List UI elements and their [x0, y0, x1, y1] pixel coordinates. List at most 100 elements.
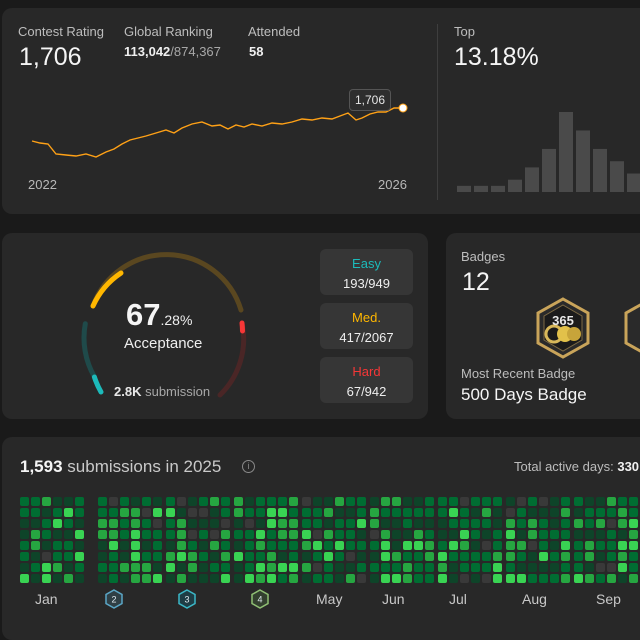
- heatmap-cell[interactable]: [245, 574, 254, 583]
- heatmap-cell[interactable]: [506, 541, 515, 550]
- rating-line-chart[interactable]: [22, 88, 412, 188]
- heatmap-cell[interactable]: [403, 508, 412, 517]
- heatmap-cell[interactable]: [256, 530, 265, 539]
- info-icon[interactable]: i: [242, 460, 255, 473]
- heatmap-cell[interactable]: [278, 574, 287, 583]
- heatmap-cell[interactable]: [561, 552, 570, 561]
- heatmap-cell[interactable]: [289, 530, 298, 539]
- heatmap-cell[interactable]: [482, 530, 491, 539]
- heatmap-cell[interactable]: [574, 563, 583, 572]
- heatmap-cell[interactable]: [574, 530, 583, 539]
- heatmap-cell[interactable]: [267, 563, 276, 572]
- heatmap-cell[interactable]: [64, 552, 73, 561]
- heatmap-cell[interactable]: [221, 508, 230, 517]
- heatmap-cell[interactable]: [109, 530, 118, 539]
- heatmap-cell[interactable]: [561, 541, 570, 550]
- heatmap-cell[interactable]: [98, 519, 107, 528]
- heatmap-cell[interactable]: [302, 519, 311, 528]
- heatmap-cell[interactable]: [31, 519, 40, 528]
- heatmap-cell[interactable]: [381, 530, 390, 539]
- heatmap-cell[interactable]: [267, 497, 276, 506]
- heatmap-cell[interactable]: [75, 519, 84, 528]
- heatmap-cell[interactable]: [403, 552, 412, 561]
- heatmap-cell[interactable]: [438, 552, 447, 561]
- heatmap-cell[interactable]: [460, 530, 469, 539]
- heatmap-cell[interactable]: [629, 530, 638, 539]
- heatmap-cell[interactable]: [493, 541, 502, 550]
- heatmap-cell[interactable]: [210, 519, 219, 528]
- heatmap-cell[interactable]: [449, 497, 458, 506]
- heatmap-cell[interactable]: [142, 574, 151, 583]
- days-badge-icon[interactable]: 365: [534, 297, 592, 359]
- heatmap-cell[interactable]: [550, 497, 559, 506]
- heatmap-cell[interactable]: [449, 519, 458, 528]
- second-badge-icon[interactable]: [622, 297, 640, 359]
- heatmap-cell[interactable]: [596, 541, 605, 550]
- heatmap-cell[interactable]: [517, 552, 526, 561]
- heatmap-cell[interactable]: [414, 530, 423, 539]
- heatmap-cell[interactable]: [596, 574, 605, 583]
- heatmap-cell[interactable]: [607, 563, 616, 572]
- heatmap-cell[interactable]: [460, 508, 469, 517]
- heatmap-cell[interactable]: [42, 563, 51, 572]
- heatmap-cell[interactable]: [449, 508, 458, 517]
- heatmap-cell[interactable]: [324, 563, 333, 572]
- heatmap-cell[interactable]: [313, 497, 322, 506]
- heatmap-cell[interactable]: [460, 563, 469, 572]
- heatmap-cell[interactable]: [346, 530, 355, 539]
- heatmap-cell[interactable]: [335, 552, 344, 561]
- heatmap-cell[interactable]: [585, 530, 594, 539]
- heatmap-cell[interactable]: [403, 530, 412, 539]
- heatmap-cell[interactable]: [324, 519, 333, 528]
- heatmap-cell[interactable]: [506, 574, 515, 583]
- heatmap-cell[interactable]: [392, 497, 401, 506]
- heatmap-cell[interactable]: [425, 519, 434, 528]
- heatmap-cell[interactable]: [517, 497, 526, 506]
- heatmap-cell[interactable]: [256, 497, 265, 506]
- heatmap-cell[interactable]: [245, 552, 254, 561]
- heatmap-cell[interactable]: [131, 541, 140, 550]
- heatmap-cell[interactable]: [313, 508, 322, 517]
- heatmap-cell[interactable]: [357, 519, 366, 528]
- heatmap-cell[interactable]: [75, 541, 84, 550]
- heatmap-cell[interactable]: [403, 519, 412, 528]
- heatmap-cell[interactable]: [335, 519, 344, 528]
- heatmap-cell[interactable]: [64, 563, 73, 572]
- heatmap-cell[interactable]: [53, 552, 62, 561]
- heatmap-cell[interactable]: [370, 497, 379, 506]
- heatmap-cell[interactable]: [324, 497, 333, 506]
- heatmap-cell[interactable]: [506, 552, 515, 561]
- heatmap-cell[interactable]: [607, 497, 616, 506]
- heatmap-cell[interactable]: [142, 508, 151, 517]
- heatmap-cell[interactable]: [109, 574, 118, 583]
- heatmap-cell[interactable]: [177, 519, 186, 528]
- heatmap-cell[interactable]: [153, 519, 162, 528]
- heatmap-cell[interactable]: [471, 508, 480, 517]
- heatmap-cell[interactable]: [607, 508, 616, 517]
- heatmap-cell[interactable]: [381, 574, 390, 583]
- heatmap-cell[interactable]: [188, 497, 197, 506]
- heatmap-cell[interactable]: [335, 563, 344, 572]
- heatmap-cell[interactable]: [234, 519, 243, 528]
- heatmap-cell[interactable]: [31, 574, 40, 583]
- heatmap-cell[interactable]: [53, 497, 62, 506]
- heatmap-cell[interactable]: [449, 541, 458, 550]
- heatmap-cell[interactable]: [166, 552, 175, 561]
- heatmap-cell[interactable]: [234, 497, 243, 506]
- heatmap-cell[interactable]: [234, 508, 243, 517]
- heatmap-cell[interactable]: [221, 530, 230, 539]
- heatmap-cell[interactable]: [539, 508, 548, 517]
- heatmap-cell[interactable]: [109, 552, 118, 561]
- heatmap-cell[interactable]: [98, 508, 107, 517]
- heatmap-cell[interactable]: [539, 497, 548, 506]
- heatmap-cell[interactable]: [346, 497, 355, 506]
- heatmap-cell[interactable]: [438, 530, 447, 539]
- heatmap-cell[interactable]: [493, 574, 502, 583]
- heatmap-cell[interactable]: [539, 563, 548, 572]
- heatmap-cell[interactable]: [381, 497, 390, 506]
- heatmap-cell[interactable]: [177, 497, 186, 506]
- heatmap-cell[interactable]: [234, 530, 243, 539]
- heatmap-cell[interactable]: [381, 541, 390, 550]
- heatmap-cell[interactable]: [425, 552, 434, 561]
- heatmap-cell[interactable]: [574, 519, 583, 528]
